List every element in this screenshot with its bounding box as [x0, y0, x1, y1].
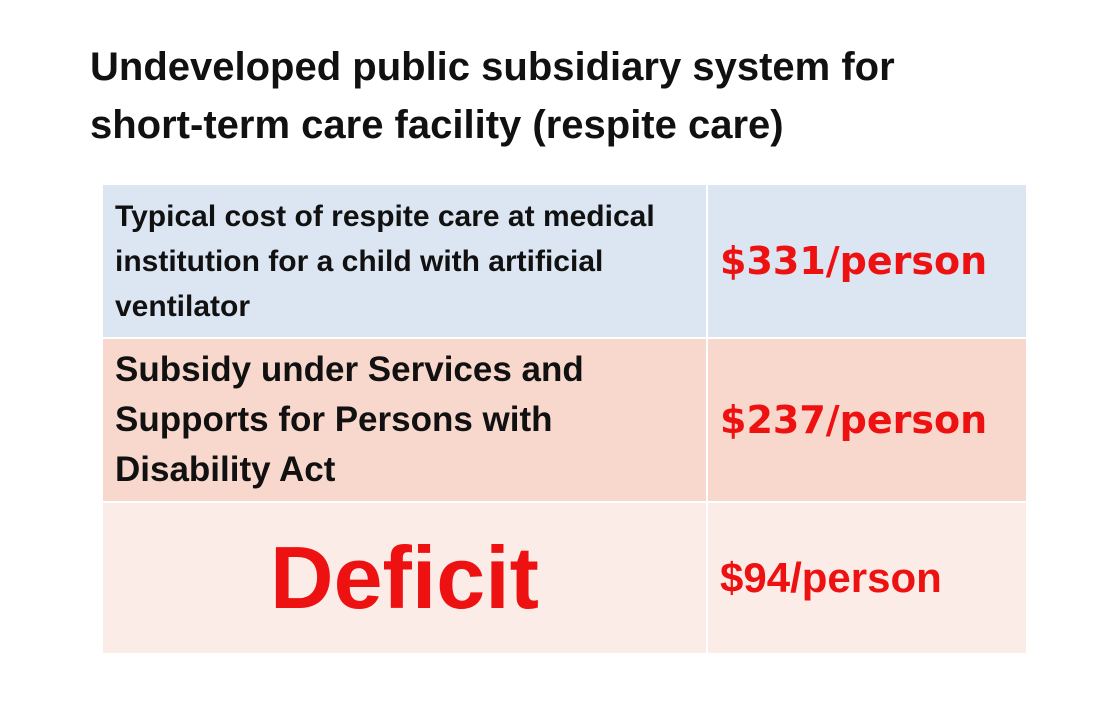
deficit-label: Deficit — [103, 503, 708, 653]
respite-cost-value: $331/person — [720, 239, 988, 283]
cost-table: Typical cost of respite care at medical … — [103, 185, 1026, 653]
slide-title-line-1: Undeveloped public subsidiary system for — [90, 45, 895, 89]
deficit-value: $94/person — [720, 554, 942, 601]
subsidy-label: Subsidy under Services and Supports for … — [103, 339, 708, 501]
slide-title-line-2: short-term care facility (respite care) — [90, 103, 784, 147]
table-row-deficit: Deficit $94/person — [103, 503, 1026, 653]
table-row-respite-cost: Typical cost of respite care at medical … — [103, 185, 1026, 339]
table-row-subsidy: Subsidy under Services and Supports for … — [103, 339, 1026, 503]
subsidy-value: $237/person — [720, 398, 988, 442]
slide-title: Undeveloped public subsidiary system for… — [90, 38, 1050, 154]
respite-cost-label: Typical cost of respite care at medical … — [103, 185, 708, 337]
